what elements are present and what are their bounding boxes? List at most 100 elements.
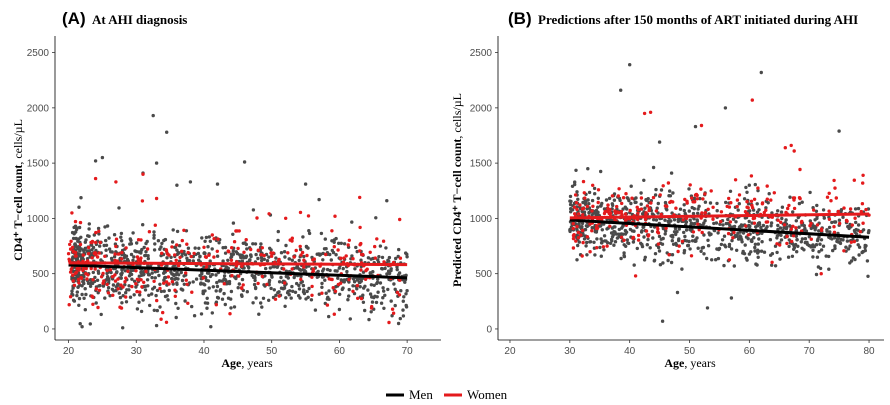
panel-a-point-men [382, 306, 386, 310]
panel-b-point-men [661, 261, 665, 265]
panel-b-point-women [727, 196, 731, 201]
panel-b-point-women [617, 211, 621, 215]
panel-a-point-men [70, 289, 74, 293]
panel-a-point-men [320, 281, 324, 286]
panel-b-point-men [691, 211, 696, 216]
panel-b-point-women [756, 186, 760, 190]
panel-a-point-men [320, 285, 324, 289]
panel-b-point-men [703, 200, 708, 204]
panel-b-point-men [786, 255, 791, 259]
panel-a-point-women [359, 296, 364, 301]
panel-a-point-men [301, 283, 306, 288]
panel-a-point-women [96, 305, 100, 310]
panel-a-point-women [381, 239, 386, 243]
panel-b-point-men [833, 236, 837, 240]
panel-a-point-women [73, 254, 78, 258]
panel-b-point-men [625, 207, 629, 211]
panel-b-point-women [616, 194, 620, 198]
panel-b-point-women [798, 167, 802, 172]
panel-a-point-men [226, 258, 230, 262]
panel-a-point-men [290, 258, 294, 262]
panel-b-point-men [729, 296, 734, 300]
panel-a-point-men [96, 226, 101, 231]
panel-a-point-men [284, 296, 288, 300]
panel-a-point-men [174, 273, 178, 277]
panel-a-point-men [183, 299, 187, 303]
panel-b-point-women [576, 212, 581, 216]
panel-a-point-men [75, 293, 79, 298]
panel-a-point-men [347, 294, 351, 298]
panel-b-point-men [753, 249, 757, 253]
panel-b-point-men [584, 200, 588, 204]
panel-b-point-women [783, 146, 787, 150]
panel-a-point-men [88, 284, 93, 288]
panel-b-point-women [623, 212, 628, 216]
panel-a-point-men [368, 271, 372, 275]
panel-b-point-men [827, 235, 831, 239]
panel-b-point-women [594, 226, 599, 231]
panel-a-point-men [296, 266, 300, 270]
panel-a-point-women [147, 230, 152, 234]
panel-a-point-men [229, 289, 234, 294]
panel-b-point-women [574, 239, 578, 243]
panel-a-point-women [106, 291, 111, 295]
panel-b-point-women [782, 223, 787, 227]
panel-a-point-women [134, 269, 138, 273]
panel-b-point-women [750, 98, 754, 102]
panel-a-point-men [287, 293, 291, 297]
panel-a-point-women [116, 287, 120, 291]
panel-b-point-men [684, 228, 689, 232]
panel-b-point-men [621, 207, 625, 211]
panel-a-point-men [169, 255, 173, 259]
panel-b-point-women [728, 220, 733, 224]
panel-b-point-men [651, 236, 655, 240]
panel-a-point-women [180, 238, 184, 243]
panel-b-point-men [640, 212, 645, 216]
panel-b-point-women [606, 209, 610, 214]
panel-a-point-men [171, 272, 175, 276]
panel-a-point-men [153, 276, 157, 280]
panel-a-point-men [207, 286, 211, 290]
panel-a-point-men [222, 277, 226, 281]
panel-b-point-men [802, 248, 806, 252]
panel-b-point-men [717, 247, 721, 252]
panel-b-point-women [749, 174, 754, 178]
panel-a-letter: (A) [62, 9, 86, 28]
panel-a-point-men [324, 247, 328, 251]
panel-b-point-men [675, 230, 679, 234]
panel-a-point-men [389, 268, 393, 273]
panel-b-point-women [749, 199, 754, 203]
panel-b-point-men [645, 243, 649, 247]
panel-a-point-women [93, 176, 98, 181]
panel-a-point-men [121, 243, 125, 247]
panel-b-point-men [818, 242, 822, 246]
panel-a-point-women [67, 303, 71, 307]
panel-b-point-men [815, 255, 820, 259]
panel-a-point-women [90, 294, 94, 298]
panel-b-point-men [664, 229, 668, 233]
panel-b-point-men [642, 258, 647, 262]
panel-a-point-men [132, 293, 136, 297]
panel-a-point-men [109, 270, 113, 275]
panel-a-point-men [71, 236, 76, 241]
panel-b-point-women [648, 110, 653, 115]
panel-a-x-tick-label: 40 [198, 346, 210, 357]
panel-a-point-women [330, 277, 334, 282]
panel-a-point-men [83, 287, 87, 291]
panel-b-point-women [573, 193, 578, 197]
panel-a-point-men [378, 244, 383, 248]
panel-b-point-men [779, 238, 784, 242]
panel-a-point-men [339, 241, 343, 245]
panel-b-point-men [740, 224, 744, 228]
panel-a-point-women [397, 293, 402, 297]
panel-a-point-women [105, 282, 109, 287]
panel-a-point-women [105, 268, 109, 273]
panel-b-point-women [571, 236, 576, 241]
panel-b-x-tick-label: 30 [564, 346, 576, 357]
panel-b-point-women [575, 207, 579, 212]
panel-b-point-men [856, 206, 861, 211]
panel-a-point-men [332, 240, 336, 244]
panel-a-point-women [294, 248, 298, 253]
panel-b-point-men [776, 223, 780, 228]
panel-a-point-men [315, 275, 319, 279]
